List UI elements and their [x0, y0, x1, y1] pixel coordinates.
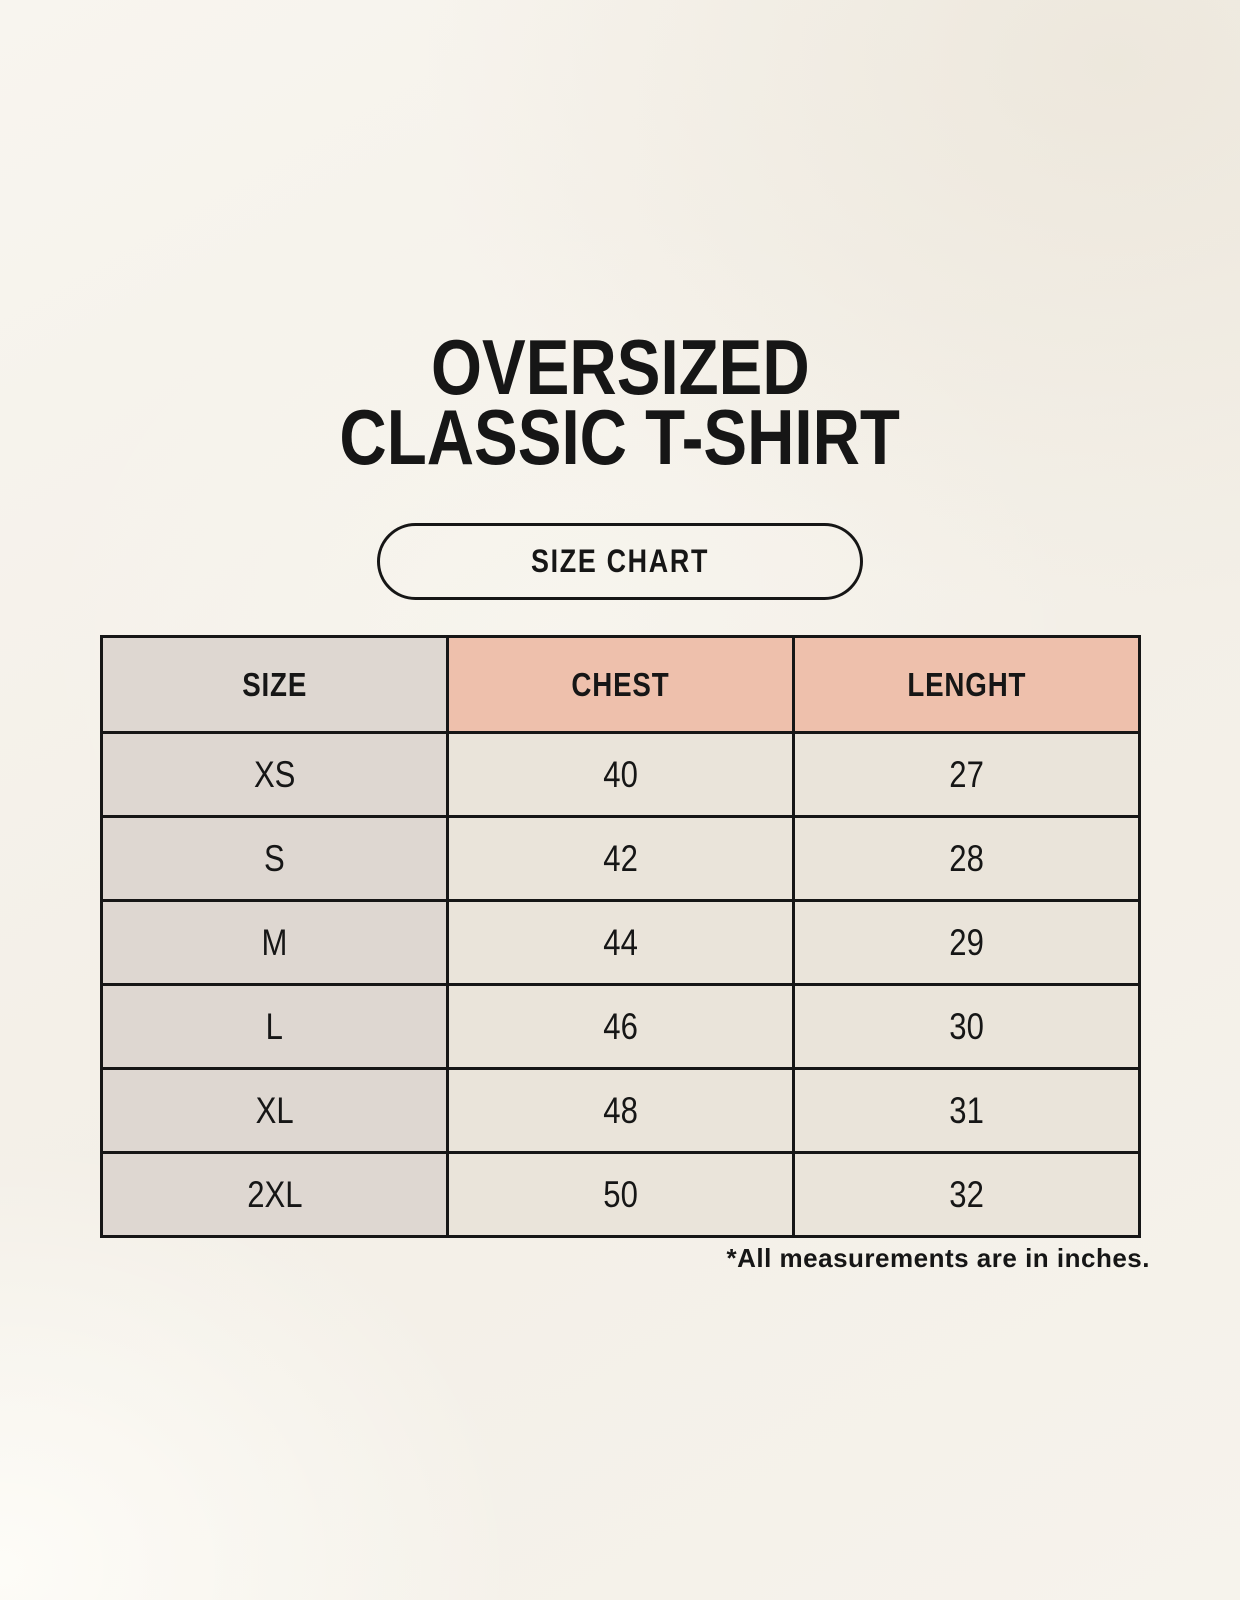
length-cell: 29 [792, 899, 1141, 986]
size-cell-text: S [264, 837, 285, 879]
length-cell-text: 28 [949, 837, 984, 879]
length-column-header-text: LENGHT [906, 665, 1026, 703]
chest-cell-text: 40 [603, 753, 638, 795]
size-cell: XS [100, 731, 449, 818]
length-cell-text: 30 [949, 1005, 984, 1047]
length-cell: 30 [792, 983, 1141, 1070]
size-column-header-text: SIZE [242, 665, 307, 703]
page-title-line-2: CLASSIC T-SHIRT [0, 393, 1240, 481]
length-cell: 32 [792, 1151, 1141, 1238]
chest-cell: 46 [446, 983, 795, 1070]
chest-cell: 50 [446, 1151, 795, 1238]
page-title-line-2-text: CLASSIC T-SHIRT [339, 393, 901, 481]
size-cell-text: XL [255, 1089, 294, 1131]
header-row: SIZE CHEST LENGHT [100, 635, 1141, 734]
chest-cell: 48 [446, 1067, 795, 1154]
page-title: OVERSIZED CLASSIC T-SHIRT [0, 323, 1240, 481]
length-cell: 27 [792, 731, 1141, 818]
length-cell-text: 27 [949, 753, 984, 795]
chest-cell-text: 46 [603, 1005, 638, 1047]
size-column-header: SIZE [100, 635, 449, 734]
length-column-header: LENGHT [792, 635, 1141, 734]
size-chart-button-text: SIZE CHART [530, 543, 710, 579]
size-cell: XL [100, 1067, 449, 1154]
measurements-footnote: *All measurements are in inches. [726, 1243, 1150, 1273]
length-cell-text: 29 [949, 921, 984, 963]
size-cell: 2XL [100, 1151, 449, 1238]
size-cell-text: 2XL [246, 1173, 303, 1215]
size-chart-button-label: SIZE CHART [514, 543, 726, 580]
chest-cell-text: 42 [603, 837, 638, 879]
size-cell-text: M [261, 921, 288, 963]
size-cell: L [100, 983, 449, 1070]
chest-cell-text: 48 [603, 1089, 638, 1131]
size-chart-button[interactable]: SIZE CHART [377, 523, 863, 600]
table-row-m: M 44 29 [100, 899, 1141, 986]
length-cell-text: 32 [949, 1173, 984, 1215]
size-cell-text: L [265, 1005, 284, 1047]
table-row-l: L 46 30 [100, 983, 1141, 1070]
chest-column-header: CHEST [446, 635, 795, 734]
table-row-xs: XS 40 27 [100, 731, 1141, 818]
table-row-2xl: 2XL 50 32 [100, 1151, 1141, 1238]
table-row-s: S 42 28 [100, 815, 1141, 902]
chest-cell: 42 [446, 815, 795, 902]
size-chart-table-body: XS 40 27 S 42 28 M 44 29 L 46 30 XL 48 3… [100, 731, 1141, 1238]
size-cell: M [100, 899, 449, 986]
chest-column-header-text: CHEST [571, 665, 670, 703]
length-cell-text: 31 [949, 1089, 984, 1131]
table-row-xl: XL 48 31 [100, 1067, 1141, 1154]
page-title-line-1: OVERSIZED [0, 323, 1240, 411]
chest-cell-text: 50 [603, 1173, 638, 1215]
length-cell: 28 [792, 815, 1141, 902]
size-chart-table: SIZE CHEST LENGHT XS 40 27 S 42 28 M 44 … [100, 635, 1141, 1238]
page-title-line-1-text: OVERSIZED [430, 323, 810, 411]
chest-cell: 40 [446, 731, 795, 818]
size-cell-text: XS [253, 753, 296, 795]
size-chart-table-header: SIZE CHEST LENGHT [100, 635, 1141, 734]
chest-cell-text: 44 [603, 921, 638, 963]
chest-cell: 44 [446, 899, 795, 986]
size-cell: S [100, 815, 449, 902]
length-cell: 31 [792, 1067, 1141, 1154]
